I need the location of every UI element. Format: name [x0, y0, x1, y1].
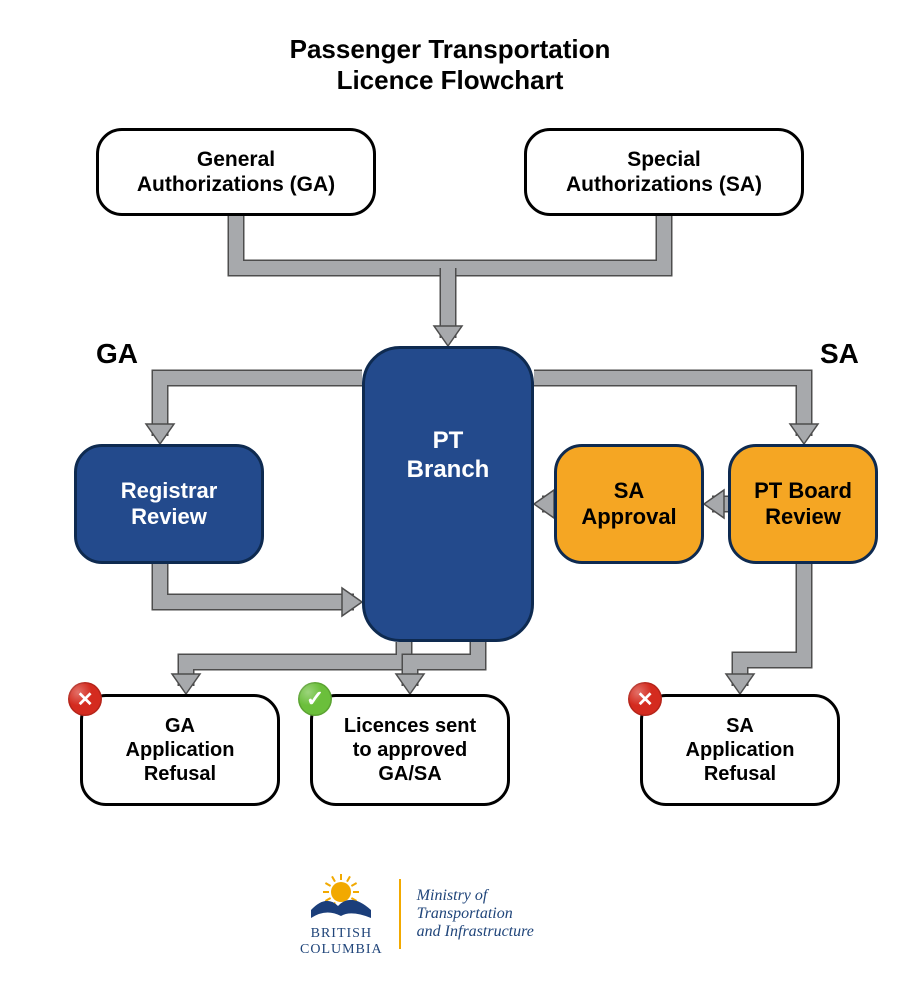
node-label-licences: Licences sent to approved GA/SA: [336, 714, 484, 786]
node-label-sa_refusal: SA Application Refusal: [678, 714, 803, 786]
edge-ptboard-to-sa-ref: [726, 564, 804, 694]
node-licences: Licences sent to approved GA/SA: [310, 694, 510, 806]
x-icon: ✕: [68, 682, 102, 716]
check-icon: ✓: [298, 682, 332, 716]
edge-merge-to-ptb: [434, 268, 462, 346]
node-ga_auth: General Authorizations (GA): [96, 128, 376, 216]
node-pt_board: PT Board Review: [728, 444, 878, 564]
node-ga_refusal: GA Application Refusal: [80, 694, 280, 806]
bc-logo: BRITISHCOLUMBIA Ministry ofTransportation…: [300, 870, 534, 958]
logo-ministry: Ministry ofTransportationand Infrastruct…: [417, 887, 534, 942]
edge-label-ptb-left-ga: GA: [96, 338, 138, 370]
node-label-pt_board: PT Board Review: [746, 478, 860, 531]
edge-label-ptb-right-sa: SA: [820, 338, 859, 370]
logo-org: BRITISHCOLUMBIA: [300, 926, 383, 958]
node-label-ga_refusal: GA Application Refusal: [118, 714, 243, 786]
node-pt_branch: PT Branch: [362, 346, 534, 642]
node-label-pt_branch: PT Branch: [399, 427, 498, 485]
node-label-sa_auth: Special Authorizations (SA): [558, 147, 770, 197]
edge-ptb-right-sa: [534, 378, 818, 444]
node-sa_auth: Special Authorizations (SA): [524, 128, 804, 216]
node-sa_approval: SA Approval: [554, 444, 704, 564]
edge-ptboard-to-saapprove: [704, 490, 728, 518]
node-label-sa_approval: SA Approval: [573, 478, 684, 531]
node-sa_refusal: SA Application Refusal: [640, 694, 840, 806]
edge-saapprove-to-ptb: [534, 490, 554, 518]
node-label-registrar: Registrar Review: [113, 478, 226, 531]
node-registrar: Registrar Review: [74, 444, 264, 564]
x-icon: ✕: [628, 682, 662, 716]
logo-divider: [399, 879, 401, 949]
edge-ptb-left-ga: [146, 378, 362, 444]
bc-logo-mark: [306, 870, 376, 926]
flowchart-canvas: Passenger Transportation Licence Flowcha…: [0, 0, 900, 988]
edge-registrar-to-ptb: [160, 564, 362, 616]
edge-sa-down-merge: [448, 216, 664, 268]
node-label-ga_auth: General Authorizations (GA): [129, 147, 343, 197]
edge-ptb-to-ga-ref: [172, 642, 404, 694]
edge-ga-down-merge: [236, 216, 448, 268]
